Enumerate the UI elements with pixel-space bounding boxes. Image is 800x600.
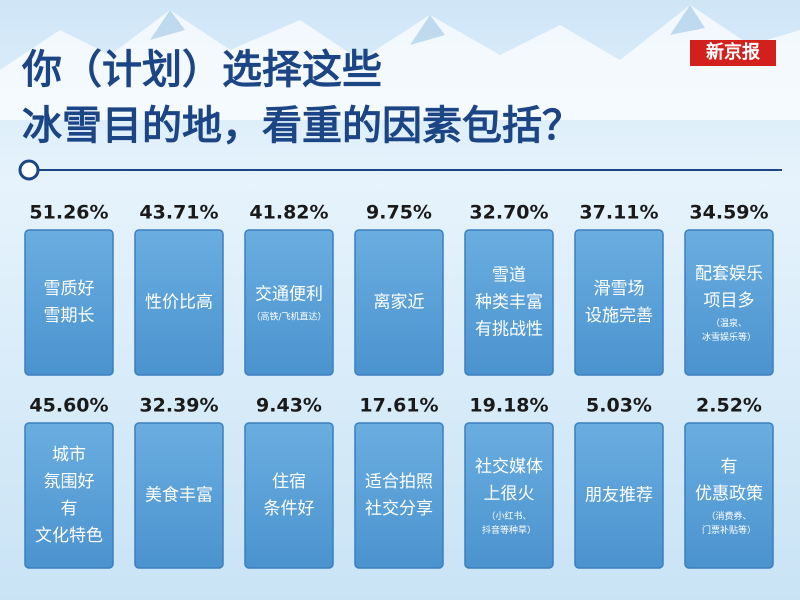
card: [684, 229, 774, 376]
card: [244, 422, 334, 569]
percent: 19.18%: [469, 395, 548, 417]
card: [354, 229, 444, 376]
percent: 9.75%: [366, 202, 432, 224]
card: [574, 229, 664, 376]
card-label: 有: [61, 499, 78, 519]
card: [134, 422, 224, 569]
card: [464, 422, 554, 569]
card-note: （高铁/飞机直达）: [251, 311, 326, 323]
percent: 43.71%: [139, 202, 218, 224]
card-label: 雪质好: [44, 279, 95, 299]
card: [464, 229, 554, 376]
card-note: （小红书、: [486, 510, 531, 522]
card-label: 种类丰富: [475, 293, 543, 313]
card-label: 离家近: [374, 293, 425, 313]
card-label: 社交分享: [365, 499, 433, 519]
card-note: 门票补贴等）: [702, 524, 756, 536]
percent: 34.59%: [689, 202, 768, 224]
card: [24, 229, 114, 376]
percent: 5.03%: [586, 395, 652, 417]
title-line: 你（计划）选择这些: [21, 47, 382, 93]
card-label: 有挑战性: [475, 320, 543, 340]
card-label: 氛围好: [44, 472, 95, 492]
card-label: 交通便利: [255, 285, 323, 305]
card: [244, 229, 334, 376]
percent: 17.61%: [359, 395, 438, 417]
card: [684, 422, 774, 569]
card-note: （温泉、: [711, 317, 747, 329]
divider-dot: [18, 159, 40, 181]
brand: 新京报: [706, 41, 760, 62]
card-label: 雪期长: [44, 306, 95, 326]
percent: 32.70%: [469, 202, 548, 224]
title-line: 冰雪目的地，看重的因素包括？: [22, 103, 582, 149]
card-note: 冰雪娱乐等）: [702, 331, 756, 343]
card: [24, 422, 114, 569]
card-note: （消费券、: [706, 510, 751, 522]
card-label: 有: [721, 457, 738, 477]
brand-box: [690, 40, 776, 66]
card-label: 条件好: [264, 499, 315, 519]
card-label: 适合拍照: [365, 472, 433, 492]
card-label: 滑雪场: [594, 279, 645, 299]
card-label: 配套娱乐: [695, 264, 763, 284]
percent: 2.52%: [696, 395, 762, 417]
card: [354, 422, 444, 569]
mountains: [0, 5, 800, 120]
card-label: 住宿: [272, 472, 306, 492]
card: [134, 229, 224, 376]
percent: 37.11%: [579, 202, 658, 224]
percent: 45.60%: [29, 395, 108, 417]
card-note: 抖音等种草）: [482, 524, 536, 536]
card: [574, 422, 664, 569]
percent: 51.26%: [29, 202, 108, 224]
card-label: 雪道: [492, 266, 526, 286]
percent: 41.82%: [249, 202, 328, 224]
card-label: 文化特色: [35, 526, 103, 546]
card-label: 优惠政策: [695, 484, 763, 504]
percent: 9.43%: [256, 395, 322, 417]
card-label: 朋友推荐: [585, 486, 653, 506]
card-label: 城市: [52, 445, 86, 465]
percent: 32.39%: [139, 395, 218, 417]
mountain-shade: [150, 5, 705, 45]
card-label: 社交媒体: [475, 457, 543, 477]
card-label: 项目多: [704, 291, 755, 311]
card-label: 美食丰富: [145, 486, 213, 506]
card-label: 性价比高: [145, 293, 213, 313]
card-label: 上很火: [484, 484, 535, 504]
card-label: 设施完善: [585, 306, 653, 326]
